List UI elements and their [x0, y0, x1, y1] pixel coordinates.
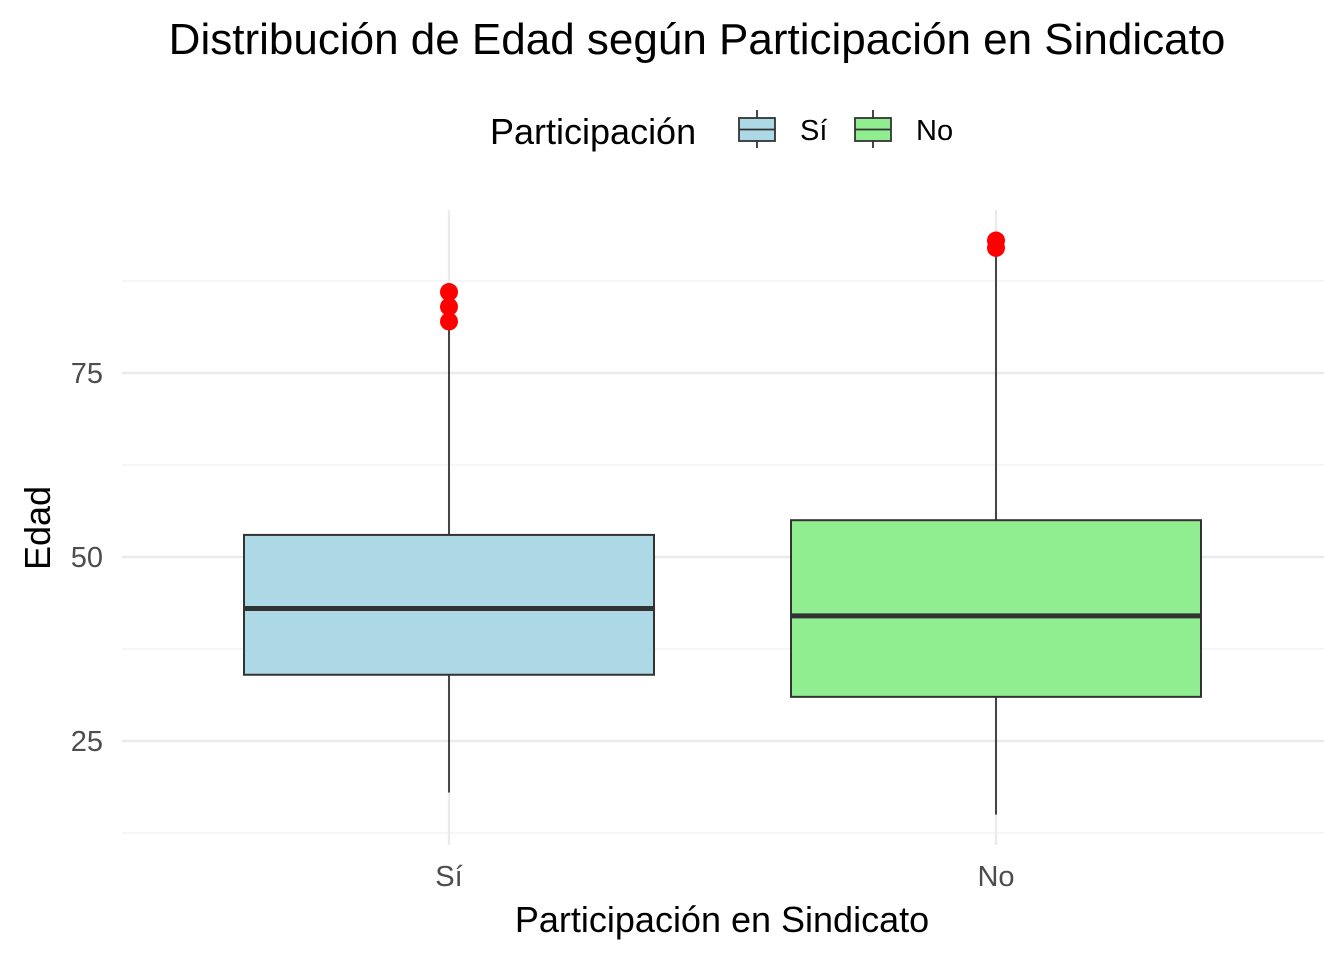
legend-title: Participación — [490, 111, 696, 152]
x-tick-label: Sí — [435, 861, 462, 893]
y-tick-label: 75 — [71, 358, 103, 390]
legend-item: Sí — [738, 110, 827, 148]
outlier-point — [440, 297, 458, 316]
y-tick-label: 25 — [71, 726, 103, 758]
outlier-point — [440, 312, 458, 331]
boxes — [243, 231, 1202, 815]
x-axis-title: Participación en Sindicato — [515, 899, 929, 940]
box — [790, 519, 1202, 698]
x-tick-labels: Sí No — [435, 861, 1014, 893]
box-group — [790, 231, 1202, 815]
legend: Participación Sí No — [490, 110, 953, 152]
outlier-point — [440, 283, 458, 302]
outlier-point — [987, 231, 1005, 250]
y-axis-title: Edad — [17, 486, 58, 570]
box-group — [243, 283, 655, 793]
legend-label: No — [916, 115, 953, 147]
chart-title: Distribución de Edad según Participación… — [169, 15, 1226, 64]
legend-label: Sí — [800, 115, 827, 147]
box — [243, 533, 655, 676]
y-tick-label: 50 — [71, 542, 103, 574]
x-tick-label: No — [977, 861, 1014, 893]
y-tick-labels: 25 50 75 — [71, 358, 103, 758]
legend-item: No — [854, 110, 953, 148]
